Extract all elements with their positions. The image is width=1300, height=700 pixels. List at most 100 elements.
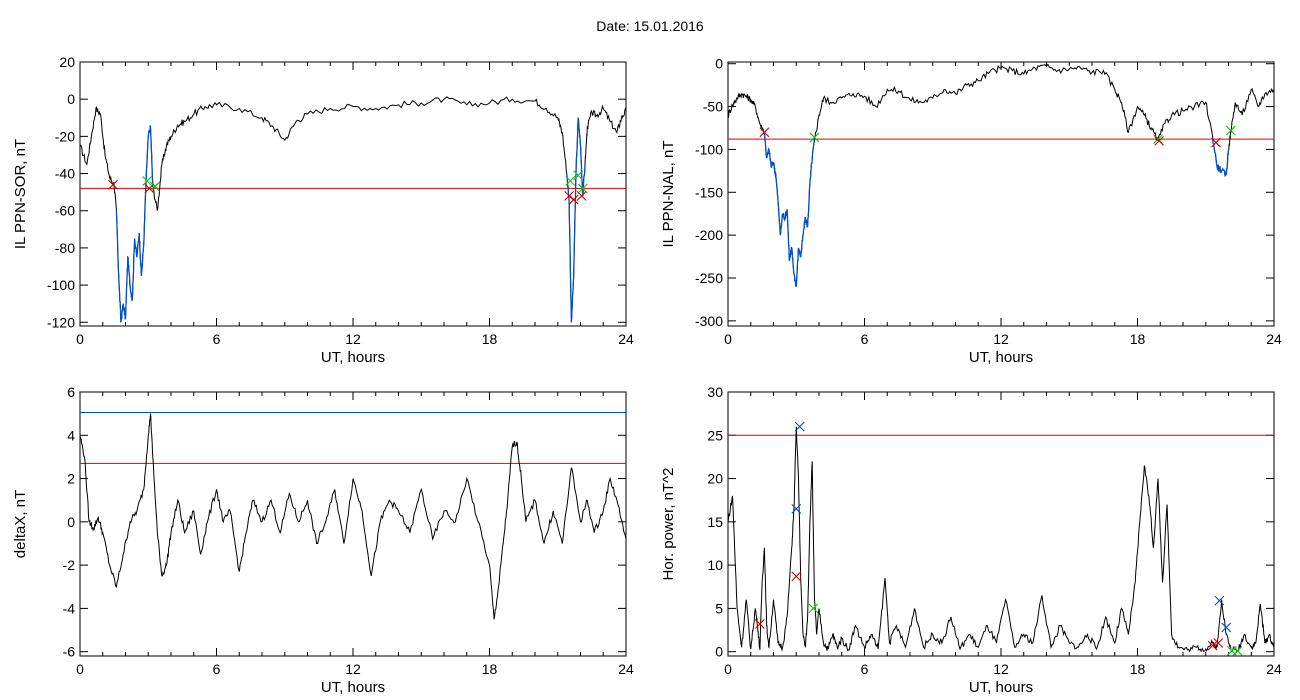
- y-tick-label: 0: [715, 644, 723, 660]
- plot-frame: [79, 61, 627, 327]
- y-tick-label: -80: [55, 240, 75, 256]
- y-tick-label: -4: [63, 600, 76, 616]
- y-axis-label: Hor. power, nT^2: [660, 468, 677, 581]
- y-tick-label: 5: [715, 600, 723, 616]
- event-marker-red: [1207, 640, 1218, 651]
- event-marker-red: [759, 127, 770, 138]
- panel-deltax: 0 6 12 18 24 6 4 2 0 -2 -4 -6 UT, hours deltaX, nT: [12, 384, 634, 696]
- y-tick-label: -6: [63, 644, 76, 660]
- x-tick-label: 24: [1266, 331, 1282, 347]
- y-axis-label: IL PPN-SOR, nT: [12, 139, 29, 249]
- plot-area: [80, 412, 626, 620]
- date-value: 15.01.2016: [633, 18, 704, 34]
- event-marker-red: [1211, 137, 1221, 148]
- x-tick-label: 18: [482, 331, 498, 347]
- y-tick-label: 0: [67, 514, 75, 530]
- event-marker-red: [1154, 135, 1164, 146]
- event-marker-blue: [791, 503, 802, 514]
- y-tick-label: -100: [47, 277, 75, 293]
- y-tick-label: 25: [707, 427, 723, 443]
- y-tick-label: 0: [715, 56, 723, 72]
- y-tick-label: 6: [67, 384, 75, 400]
- y-tick-label: 15: [707, 514, 723, 530]
- y-axis-label: IL PPN-NAL, nT: [660, 141, 677, 248]
- plot-area: [728, 63, 1274, 287]
- series-line-power: [728, 426, 1274, 653]
- event-marker-blue: [794, 421, 805, 432]
- y-axis-label: deltaX, nT: [12, 490, 29, 558]
- highlight-segment: [566, 117, 586, 323]
- x-tick-label: 18: [1130, 331, 1146, 347]
- plot-frame: [79, 391, 627, 657]
- x-axis-label: UT, hours: [969, 679, 1033, 696]
- event-marker-red: [791, 571, 802, 582]
- y-tick-label: -2: [63, 557, 76, 573]
- x-tick-label: 6: [861, 661, 869, 677]
- x-tick-label: 18: [482, 661, 498, 677]
- x-axis-label: UT, hours: [969, 349, 1033, 366]
- y-tick-label: -200: [695, 227, 723, 243]
- x-tick-label: 6: [213, 661, 221, 677]
- event-marker-green: [577, 183, 588, 194]
- x-tick-label: 12: [345, 661, 361, 677]
- event-marker-red: [108, 179, 118, 190]
- plot-area: [728, 421, 1274, 656]
- highlight-segment: [115, 125, 154, 323]
- y-tick-label: -100: [695, 141, 723, 157]
- y-tick-label: 30: [707, 384, 723, 400]
- y-tick-label: 10: [707, 557, 723, 573]
- figure-title: Date: 15.01.2016: [0, 18, 1300, 34]
- x-axis-label: UT, hours: [321, 349, 385, 366]
- y-tick-label: -300: [695, 313, 723, 329]
- event-marker-green: [808, 603, 819, 614]
- event-marker-green: [1225, 125, 1236, 136]
- panel-nal: 0 6 12 18 24 0 -50 -100 -150 -200 -250 -300 UT, hour…: [660, 56, 1282, 366]
- x-tick-label: 18: [1130, 661, 1146, 677]
- event-marker-blue: [1221, 622, 1232, 633]
- y-tick-label: -120: [47, 314, 75, 330]
- event-marker-green: [809, 132, 820, 143]
- y-tick-label: -60: [55, 203, 75, 219]
- event-marker-green: [1232, 645, 1243, 656]
- series-line-sor: [80, 96, 626, 323]
- y-tick-label: -250: [695, 270, 723, 286]
- event-marker-blue: [1214, 595, 1225, 606]
- event-marker-red: [144, 183, 155, 194]
- x-tick-label: 0: [76, 661, 84, 677]
- event-marker-green: [142, 176, 153, 186]
- event-marker-red: [1213, 638, 1224, 648]
- y-tick-label: -150: [695, 184, 723, 200]
- panel-sor: 0 6 12 18 24 20 0 -20 -40 -60 -80 -100 -120 UT, hours…: [12, 54, 634, 366]
- y-tick-label: 4: [67, 427, 75, 443]
- event-marker-red: [568, 194, 579, 205]
- x-tick-label: 6: [213, 331, 221, 347]
- y-tick-label: -50: [703, 99, 723, 115]
- x-tick-label: 6: [861, 331, 869, 347]
- y-tick-label: 20: [59, 54, 75, 70]
- highlight-segment: [763, 132, 816, 287]
- y-tick-label: 0: [67, 91, 75, 107]
- event-marker-red: [754, 619, 765, 629]
- date-label: Date:: [596, 18, 630, 34]
- y-tick-label: 2: [67, 471, 75, 487]
- event-marker-green: [150, 181, 160, 192]
- event-marker-green: [565, 176, 576, 186]
- y-tick-label: 20: [707, 471, 723, 487]
- x-tick-label: 12: [345, 331, 361, 347]
- series-line-nal: [728, 63, 1274, 287]
- y-tick-label: -40: [55, 166, 75, 182]
- series-line-deltax: [80, 413, 626, 620]
- x-tick-label: 0: [76, 331, 84, 347]
- panel-power: 0 6 12 18 24 30 25 20 15 10 5 0 UT, hours Hor. power,…: [660, 384, 1282, 696]
- plot-area: [80, 96, 626, 323]
- event-marker-red: [564, 190, 575, 201]
- x-tick-label: 24: [618, 661, 634, 677]
- highlight-segment: [1211, 136, 1230, 177]
- x-tick-label: 24: [618, 331, 634, 347]
- event-marker-green: [573, 170, 584, 181]
- x-tick-label: 12: [993, 331, 1009, 347]
- y-tick-label: -20: [55, 128, 75, 144]
- x-tick-label: 24: [1266, 661, 1282, 677]
- x-tick-label: 0: [724, 331, 732, 347]
